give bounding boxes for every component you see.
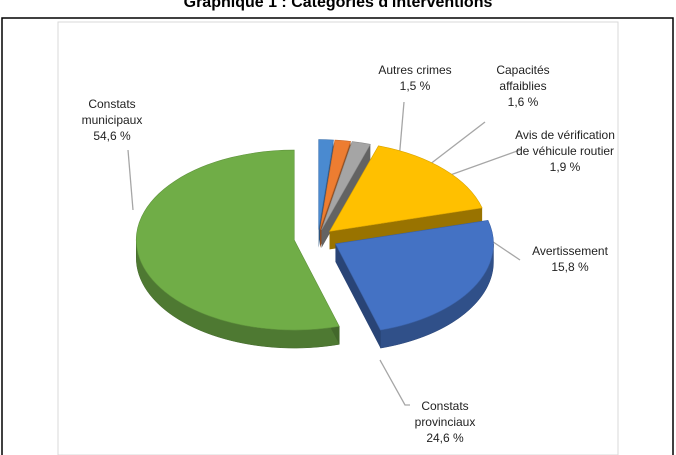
data-label: Constats provinciaux 24,6 %	[395, 398, 495, 446]
category-label: Avertissement	[532, 244, 608, 258]
data-label: Capacités affaiblies 1,6 %	[478, 62, 568, 110]
plot-area	[57, 21, 619, 455]
category-label: Constats provinciaux	[414, 399, 476, 429]
value-label: 1,6 %	[507, 95, 539, 109]
data-label: Avis de vérification de véhicule routier…	[515, 127, 615, 175]
category-label: Constats municipaux	[81, 97, 143, 127]
value-label: 15,8 %	[551, 260, 589, 274]
value-label: 24,6 %	[426, 431, 464, 445]
data-label: Autres crimes 1,5 %	[360, 62, 470, 94]
category-label: Autres crimes	[378, 63, 452, 77]
slice-tops	[135, 139, 494, 331]
slice	[329, 145, 483, 232]
slice	[335, 220, 494, 331]
value-label: 1,9 %	[549, 160, 581, 174]
slice	[135, 149, 340, 331]
category-label: Avis de vérification de véhicule routier	[515, 128, 615, 158]
leader-line	[379, 359, 410, 406]
value-label: 1,5 %	[399, 79, 431, 93]
data-label: Constats municipaux 54,6 %	[62, 96, 162, 144]
data-label: Avertissement 15,8 %	[515, 243, 625, 275]
category-label: Capacités affaiblies	[496, 63, 550, 93]
slice-face	[335, 243, 381, 349]
slice	[321, 141, 371, 231]
chart-title: Graphique 1 : Catégories d'interventions	[183, 0, 493, 11]
value-label: 54,6 %	[93, 129, 131, 143]
slice	[318, 139, 334, 230]
slice-face	[321, 144, 371, 248]
slice	[319, 139, 352, 230]
leader-line	[127, 149, 134, 211]
